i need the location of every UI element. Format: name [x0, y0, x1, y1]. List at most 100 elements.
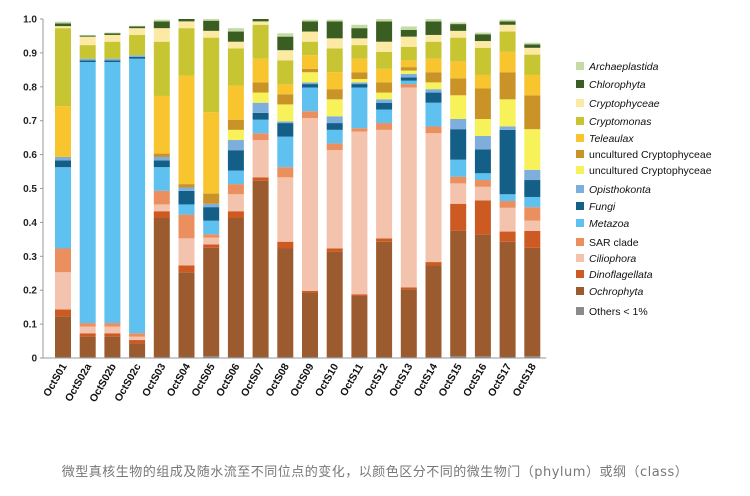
bar-segment — [104, 41, 121, 59]
bar-segment — [376, 21, 393, 42]
bar-segment — [400, 26, 417, 30]
bar-segment — [55, 356, 71, 358]
bar-segment — [425, 19, 442, 22]
bar-segment — [79, 356, 96, 358]
bar-segment — [104, 323, 121, 327]
bar-segment — [227, 356, 244, 358]
bar-segment — [79, 58, 96, 61]
bar-segment — [524, 169, 541, 181]
legend-label: Teleaulax — [589, 133, 634, 145]
bar-segment — [178, 184, 195, 188]
bar-segment — [203, 234, 220, 238]
bar-segment — [129, 356, 146, 358]
bar-segment — [79, 333, 96, 337]
bar-segment — [203, 244, 220, 248]
bar-segment — [178, 356, 195, 358]
legend-swatch — [576, 80, 584, 88]
bar-segment — [203, 220, 220, 235]
bar-segment — [326, 251, 343, 357]
legend-swatch — [576, 287, 584, 295]
bar-segment — [400, 87, 417, 288]
bar-segment — [227, 217, 244, 357]
bar-segment — [499, 231, 516, 242]
x-tick-label: OctS10 — [313, 361, 342, 398]
bar-segment — [351, 87, 368, 129]
bar-segment — [499, 21, 516, 25]
bar-segment — [277, 50, 294, 61]
bar-segment — [524, 230, 541, 248]
bar-segment — [104, 58, 121, 61]
bar-segment — [400, 356, 417, 358]
bar-segment — [524, 54, 541, 75]
bar-segment — [252, 102, 269, 113]
bar-segment — [376, 238, 393, 242]
bar-segment — [104, 62, 121, 324]
legend-label: SAR clade — [589, 237, 639, 249]
bar-segment — [450, 356, 467, 358]
bar-segment — [450, 22, 467, 25]
bar-segment — [499, 31, 516, 52]
bar-segment — [129, 34, 146, 56]
y-tick-label: 0.8 — [23, 82, 37, 93]
bar-segment — [178, 21, 195, 29]
bar-segment — [499, 356, 516, 358]
bar-segment — [450, 37, 467, 62]
bar-segment — [499, 201, 516, 208]
bar-segment — [129, 26, 146, 29]
bar-segment — [203, 247, 220, 357]
bar-segment — [326, 99, 343, 117]
legend-label: Ochrophyta — [589, 286, 643, 298]
bar-segment — [302, 84, 318, 88]
bar-segment — [474, 149, 491, 174]
bar-segment — [302, 87, 318, 112]
bar-segment — [153, 167, 170, 191]
bar-segment — [326, 38, 343, 49]
bar-segment — [178, 272, 195, 357]
stacked-bar-chart: 0 0.1 0.2 0.3 0.4 0.5 0.6 0.7 0.8 0.9 1.0 OctS01Oc… — [23, 15, 712, 405]
bar-segment — [252, 58, 269, 83]
bar-segment — [474, 88, 491, 120]
bar-segment — [351, 72, 368, 80]
bars — [55, 19, 541, 358]
bar-segment — [227, 48, 244, 86]
bar-segment — [302, 82, 318, 85]
bar-segment — [351, 294, 368, 296]
bar-segment — [277, 167, 294, 178]
bar-segment — [499, 99, 516, 127]
bar-segment — [302, 68, 318, 73]
bar-segment — [425, 265, 442, 357]
bar-segment — [400, 60, 417, 68]
bar-segment — [153, 211, 170, 218]
bar-segment — [129, 343, 146, 357]
bar-segment — [227, 119, 244, 130]
bar-segment — [79, 45, 96, 59]
bar-segment — [55, 23, 71, 27]
bar-segment — [302, 117, 318, 291]
bar-segment — [474, 135, 491, 150]
legend-label: Cryptophyceae — [589, 98, 660, 110]
bar-segment — [474, 119, 491, 136]
bar-segment — [79, 326, 96, 334]
bar-segment — [524, 356, 541, 358]
legend-swatch — [576, 219, 584, 227]
figure-caption: 微型真核生物的组成及随水流至不同位点的变化，以颜色区分不同的微生物门（phylu… — [61, 465, 689, 480]
bar-segment — [400, 80, 417, 85]
bar-segment — [104, 60, 121, 63]
bar-segment — [499, 129, 516, 195]
bar-segment — [178, 28, 195, 76]
bar-segment — [227, 85, 244, 120]
bar-segment — [400, 36, 417, 47]
bar-segment — [524, 129, 541, 170]
bar-segment — [474, 173, 491, 181]
bar-segment — [450, 230, 467, 357]
y-tick-label: 0.4 — [23, 218, 37, 229]
bar-segment — [252, 112, 269, 120]
bar-segment — [450, 30, 467, 38]
bar-segment — [474, 200, 491, 235]
bar-segment — [450, 24, 467, 31]
y-tick-label: 0.1 — [23, 320, 37, 331]
bar-segment — [474, 47, 491, 75]
bar-segment — [474, 74, 491, 89]
bar-segment — [425, 126, 442, 134]
bar-segment — [277, 60, 294, 85]
